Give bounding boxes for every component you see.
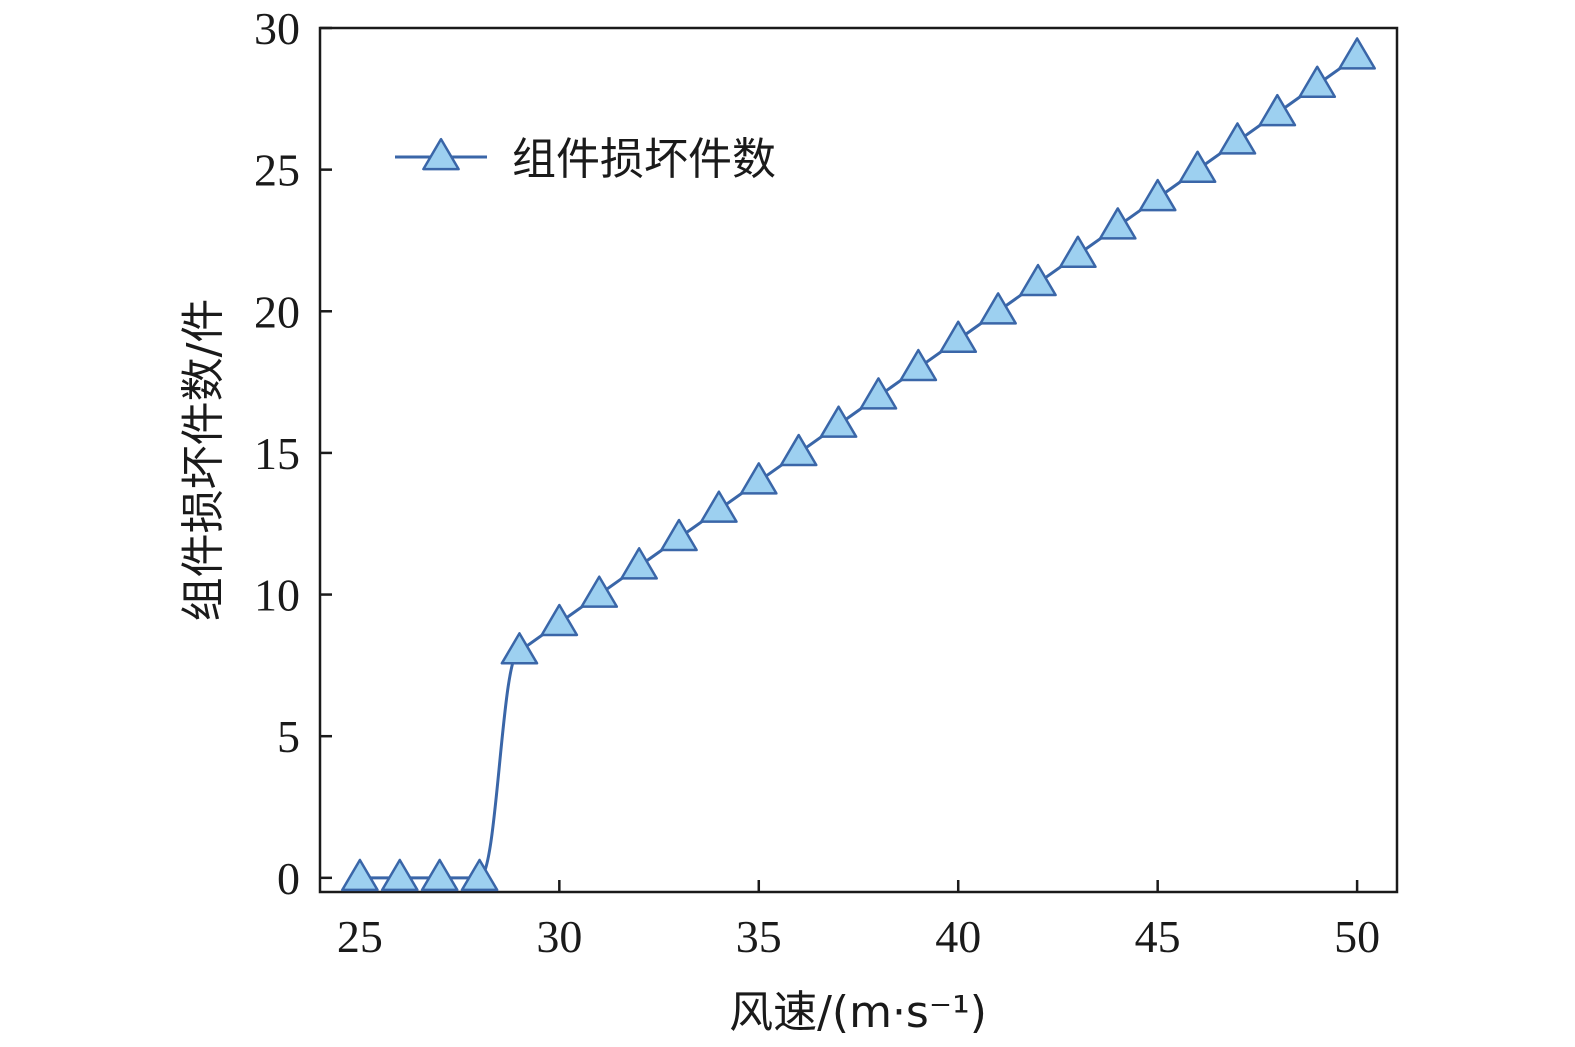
x-axis: 25 30 35 40 45 50 xyxy=(337,880,1380,962)
y-tick-label: 5 xyxy=(277,711,300,762)
data-point-triangle xyxy=(341,858,379,892)
data-point-triangle xyxy=(660,518,698,552)
y-axis: 0 5 10 15 20 25 30 xyxy=(254,3,332,904)
legend-label: 组件损坏件数 xyxy=(512,134,776,185)
x-axis-title: 风速/(m·s⁻¹) xyxy=(729,987,987,1038)
y-axis-title: 组件损坏件数/件 xyxy=(178,299,229,622)
data-point-triangle xyxy=(779,433,818,467)
data-point-triangle xyxy=(739,462,778,495)
x-tick-label: 50 xyxy=(1334,911,1380,962)
data-point-triangle xyxy=(1019,263,1057,297)
data-point-triangle xyxy=(1298,65,1337,99)
data-point-triangle xyxy=(460,858,499,892)
x-tick-label: 45 xyxy=(1135,911,1181,962)
x-tick-label: 30 xyxy=(536,911,582,962)
data-point-triangle xyxy=(899,348,938,382)
data-point-triangle xyxy=(1098,207,1137,240)
legend-triangle-marker xyxy=(422,137,460,171)
data-point-triangle xyxy=(1059,235,1097,268)
x-tick-label: 40 xyxy=(935,911,981,962)
plot-frame xyxy=(318,26,1399,894)
y-tick-label: 30 xyxy=(254,3,300,54)
legend: 组件损坏件数 xyxy=(395,134,776,185)
data-point-triangle xyxy=(819,405,858,438)
data-point-triangle xyxy=(580,575,619,608)
y-tick-label: 0 xyxy=(277,853,300,904)
y-tick-label: 15 xyxy=(254,428,300,479)
data-point-triangle xyxy=(540,603,579,637)
data-point-triangle xyxy=(700,490,738,523)
x-tick-label: 25 xyxy=(337,911,383,962)
data-point-triangle xyxy=(500,632,539,665)
data-point-triangle xyxy=(1258,93,1297,127)
data-point-triangle xyxy=(1338,37,1376,70)
data-point-triangle xyxy=(1218,122,1257,155)
data-point-triangle xyxy=(939,320,978,353)
y-tick-label: 10 xyxy=(254,570,300,621)
data-point-triangle xyxy=(1138,178,1177,212)
y-tick-label: 20 xyxy=(254,286,300,337)
x-tick-label: 35 xyxy=(736,911,782,962)
data-point-triangle xyxy=(859,377,898,410)
data-point-triangle xyxy=(420,858,459,892)
series-layer xyxy=(341,37,1376,892)
data-point-triangle xyxy=(620,547,658,580)
data-point-triangle xyxy=(1178,150,1217,183)
y-tick-label: 25 xyxy=(254,145,300,196)
data-point-triangle xyxy=(979,292,1017,325)
data-point-triangle xyxy=(380,858,419,892)
